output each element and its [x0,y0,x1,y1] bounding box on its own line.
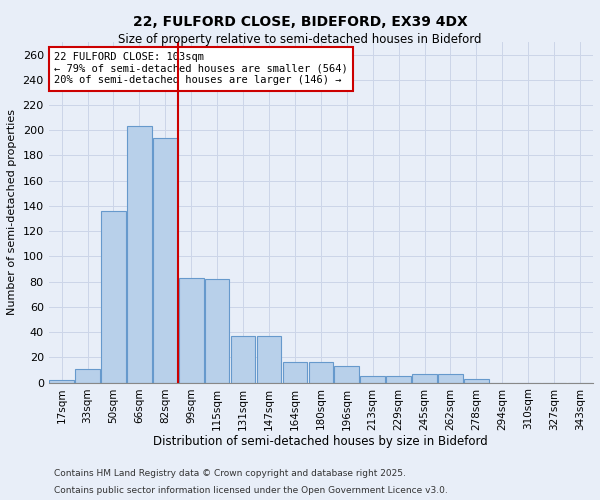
Bar [308,362,333,382]
X-axis label: Distribution of semi-detached houses by size in Bideford: Distribution of semi-detached houses by … [154,435,488,448]
Bar [205,279,229,382]
Bar [283,362,307,382]
Text: Size of property relative to semi-detached houses in Bideford: Size of property relative to semi-detach… [118,32,482,46]
Text: Contains HM Land Registry data © Crown copyright and database right 2025.: Contains HM Land Registry data © Crown c… [54,468,406,477]
Bar [334,366,359,382]
Bar [412,374,437,382]
Text: 22 FULFORD CLOSE: 103sqm
← 79% of semi-detached houses are smaller (564)
20% of : 22 FULFORD CLOSE: 103sqm ← 79% of semi-d… [54,52,348,86]
Text: Contains public sector information licensed under the Open Government Licence v3: Contains public sector information licen… [54,486,448,495]
Bar [179,278,203,382]
Bar [153,138,178,382]
Bar [464,378,489,382]
Bar [101,211,126,382]
Bar [49,380,74,382]
Bar [361,376,385,382]
Bar [127,126,152,382]
Bar [231,336,256,382]
Text: 22, FULFORD CLOSE, BIDEFORD, EX39 4DX: 22, FULFORD CLOSE, BIDEFORD, EX39 4DX [133,15,467,29]
Bar [386,376,411,382]
Bar [257,336,281,382]
Bar [438,374,463,382]
Y-axis label: Number of semi-detached properties: Number of semi-detached properties [7,109,17,315]
Bar [75,368,100,382]
